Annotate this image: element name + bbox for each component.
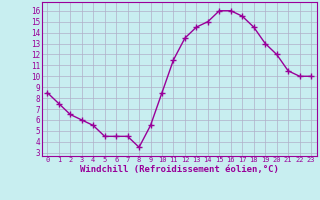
X-axis label: Windchill (Refroidissement éolien,°C): Windchill (Refroidissement éolien,°C) [80, 165, 279, 174]
